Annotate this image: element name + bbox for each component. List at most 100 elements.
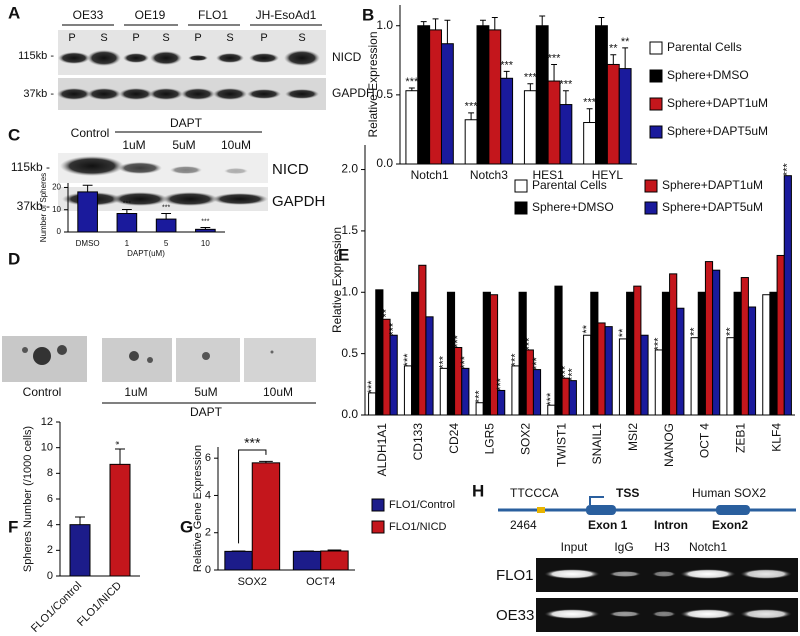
bar <box>464 119 478 165</box>
image-label: 5uM <box>194 385 217 399</box>
legend-label: Sphere+DMSO <box>667 68 749 82</box>
bar <box>109 463 131 577</box>
bar <box>583 122 597 165</box>
y-tick-label: 6 <box>205 452 211 464</box>
legend-swatch <box>514 201 528 215</box>
panel-letter: A <box>8 3 20 22</box>
bar <box>618 338 628 416</box>
significance: *** <box>474 390 486 404</box>
x-tick-label: CD133 <box>411 423 425 461</box>
bar <box>597 322 606 416</box>
bar <box>604 326 613 416</box>
error-bar <box>75 516 85 525</box>
bar <box>532 369 542 416</box>
bar <box>116 213 138 233</box>
significance: *** <box>545 392 557 406</box>
error-bar <box>468 112 475 120</box>
bar <box>606 63 620 165</box>
cell-line: OE19 <box>135 8 166 22</box>
x-tick-label: SNAIL1 <box>590 423 604 465</box>
bar <box>626 291 635 416</box>
x-tick-label: HES1 <box>532 168 564 182</box>
legend-label: Sphere+DMSO <box>532 200 614 214</box>
position: 2464 <box>510 518 537 532</box>
y-tick-label: 2 <box>47 544 53 556</box>
bar <box>461 367 470 416</box>
tss: TSS <box>616 486 639 500</box>
image-label: Control <box>23 385 62 399</box>
bar <box>511 365 520 416</box>
x-tick-label: SOX2 <box>518 423 532 455</box>
blot-a: OE33 OE19 FLO1 JH-EsoAd1 P S P S P S P S… <box>18 8 375 110</box>
bar <box>523 90 537 165</box>
y-tick-label: 0.0 <box>341 407 358 421</box>
y-axis-label: Relative Expression <box>366 31 380 137</box>
region: Exon2 <box>712 518 748 532</box>
bar <box>320 550 349 571</box>
panel-letter: F <box>8 517 18 536</box>
error-bar <box>200 227 211 230</box>
error-bar <box>115 448 125 465</box>
significance: * <box>115 441 126 445</box>
error-bar <box>562 90 569 105</box>
significance: *** <box>366 380 378 394</box>
legend-swatch <box>649 125 663 139</box>
bar <box>405 90 419 165</box>
x-tick-label: SOX2 <box>238 576 267 588</box>
bar <box>633 285 642 416</box>
protein: GAPDH <box>272 193 325 210</box>
error-bar <box>527 83 534 91</box>
x-tick-label: HEYL <box>592 168 624 182</box>
significance: *** <box>465 101 479 113</box>
motif: TTCCCA <box>510 486 559 500</box>
marker: 115kb - <box>18 50 54 62</box>
significance: ** <box>689 327 701 336</box>
error-bar <box>82 184 93 192</box>
bar <box>595 25 608 165</box>
cell-line: OE33 <box>73 8 104 22</box>
lane: S <box>226 32 233 44</box>
y-axis-label: Relative Expression <box>330 227 344 333</box>
lane: Input <box>561 540 588 554</box>
lane: S <box>298 32 305 44</box>
x-tick-label: 10 <box>201 239 210 248</box>
y-tick-label: 2 <box>205 527 211 539</box>
bar <box>224 550 253 571</box>
y-tick-label: 10 <box>52 205 61 214</box>
treatment-label: DAPT <box>190 405 223 419</box>
protein: NICD <box>272 161 309 178</box>
bar <box>403 365 413 416</box>
error-bar <box>408 87 415 91</box>
y-axis-label: Relative Gene Expression <box>192 445 204 572</box>
legend-swatch <box>649 69 663 83</box>
bar <box>783 175 792 416</box>
bar <box>195 228 216 233</box>
panel-letter: G <box>180 517 193 536</box>
bar <box>476 25 490 165</box>
significance: *** <box>438 355 450 369</box>
legend-label: FLO1/NICD <box>389 521 447 533</box>
y-tick-label: 2.0 <box>341 162 358 176</box>
bar <box>547 80 561 165</box>
x-tick-label: CD24 <box>447 423 461 454</box>
bar <box>776 254 785 416</box>
error-bar <box>479 19 486 26</box>
image-label: 1uM <box>124 385 147 399</box>
region: Intron <box>654 518 688 532</box>
y-tick-label: 0.5 <box>376 87 393 101</box>
y-tick-label: 1.0 <box>341 284 358 298</box>
significance: *** <box>509 353 521 367</box>
significance: *** <box>201 218 209 225</box>
panel-letter: H <box>472 481 484 500</box>
error-bar <box>259 460 273 463</box>
legend-label: Parental Cells <box>667 40 742 54</box>
cell-line: OE33 <box>496 607 534 624</box>
significance: *** <box>567 367 579 381</box>
bar <box>590 291 599 416</box>
error-bar <box>161 213 172 220</box>
bar <box>568 380 577 416</box>
bar <box>429 29 442 165</box>
y-tick-label: 12 <box>41 416 53 428</box>
legend-label: Sphere+DAPT5uM <box>667 124 768 138</box>
panel-letter: D <box>8 249 20 268</box>
